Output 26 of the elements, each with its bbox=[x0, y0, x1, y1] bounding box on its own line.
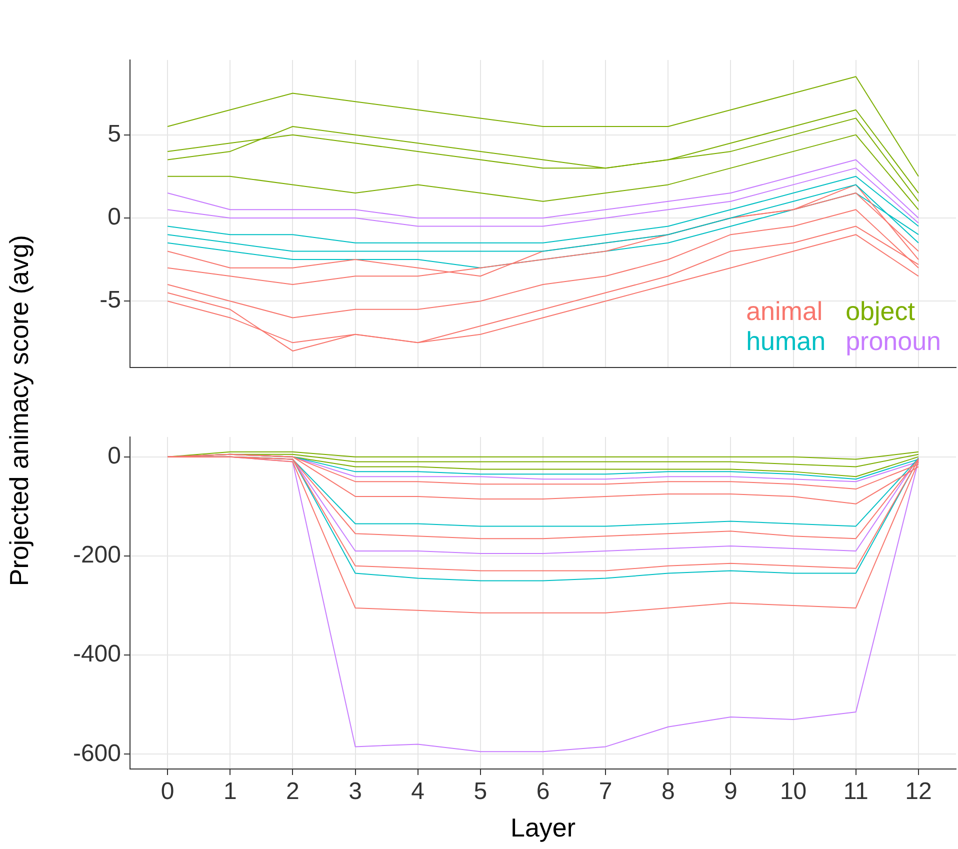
y-axis-title: Projected animacy score (avg) bbox=[4, 234, 36, 586]
text: animal bbox=[746, 296, 823, 326]
y-tick-label: -200 bbox=[72, 542, 121, 569]
y-tick-label: -5 bbox=[100, 286, 121, 314]
x-tick-label: 5 bbox=[474, 778, 488, 806]
y-tick-label: 0 bbox=[108, 442, 121, 470]
x-tick-label: 2 bbox=[286, 778, 300, 806]
x-tick-label: 6 bbox=[536, 778, 550, 806]
x-axis-title: Layer bbox=[510, 812, 576, 843]
y-tick-label: 0 bbox=[108, 204, 121, 231]
x-tick-label: 10 bbox=[780, 778, 807, 806]
x-tick-label: 9 bbox=[724, 778, 738, 806]
text: human bbox=[746, 326, 826, 356]
y-tick-label: 5 bbox=[108, 120, 121, 148]
x-tick-label: 12 bbox=[905, 778, 932, 806]
x-tick-label: 0 bbox=[160, 778, 174, 806]
y-tick-label: -400 bbox=[72, 640, 121, 668]
text: pronoun bbox=[846, 326, 942, 356]
x-tick-label: 3 bbox=[348, 778, 362, 806]
x-tick-label: 8 bbox=[661, 778, 675, 806]
text: object bbox=[846, 296, 916, 326]
x-tick-label: 7 bbox=[598, 778, 612, 806]
x-tick-label: 11 bbox=[843, 778, 868, 806]
x-tick-label: 4 bbox=[411, 778, 425, 806]
y-tick-label: -600 bbox=[72, 740, 121, 767]
x-tick-label: 1 bbox=[223, 778, 237, 806]
